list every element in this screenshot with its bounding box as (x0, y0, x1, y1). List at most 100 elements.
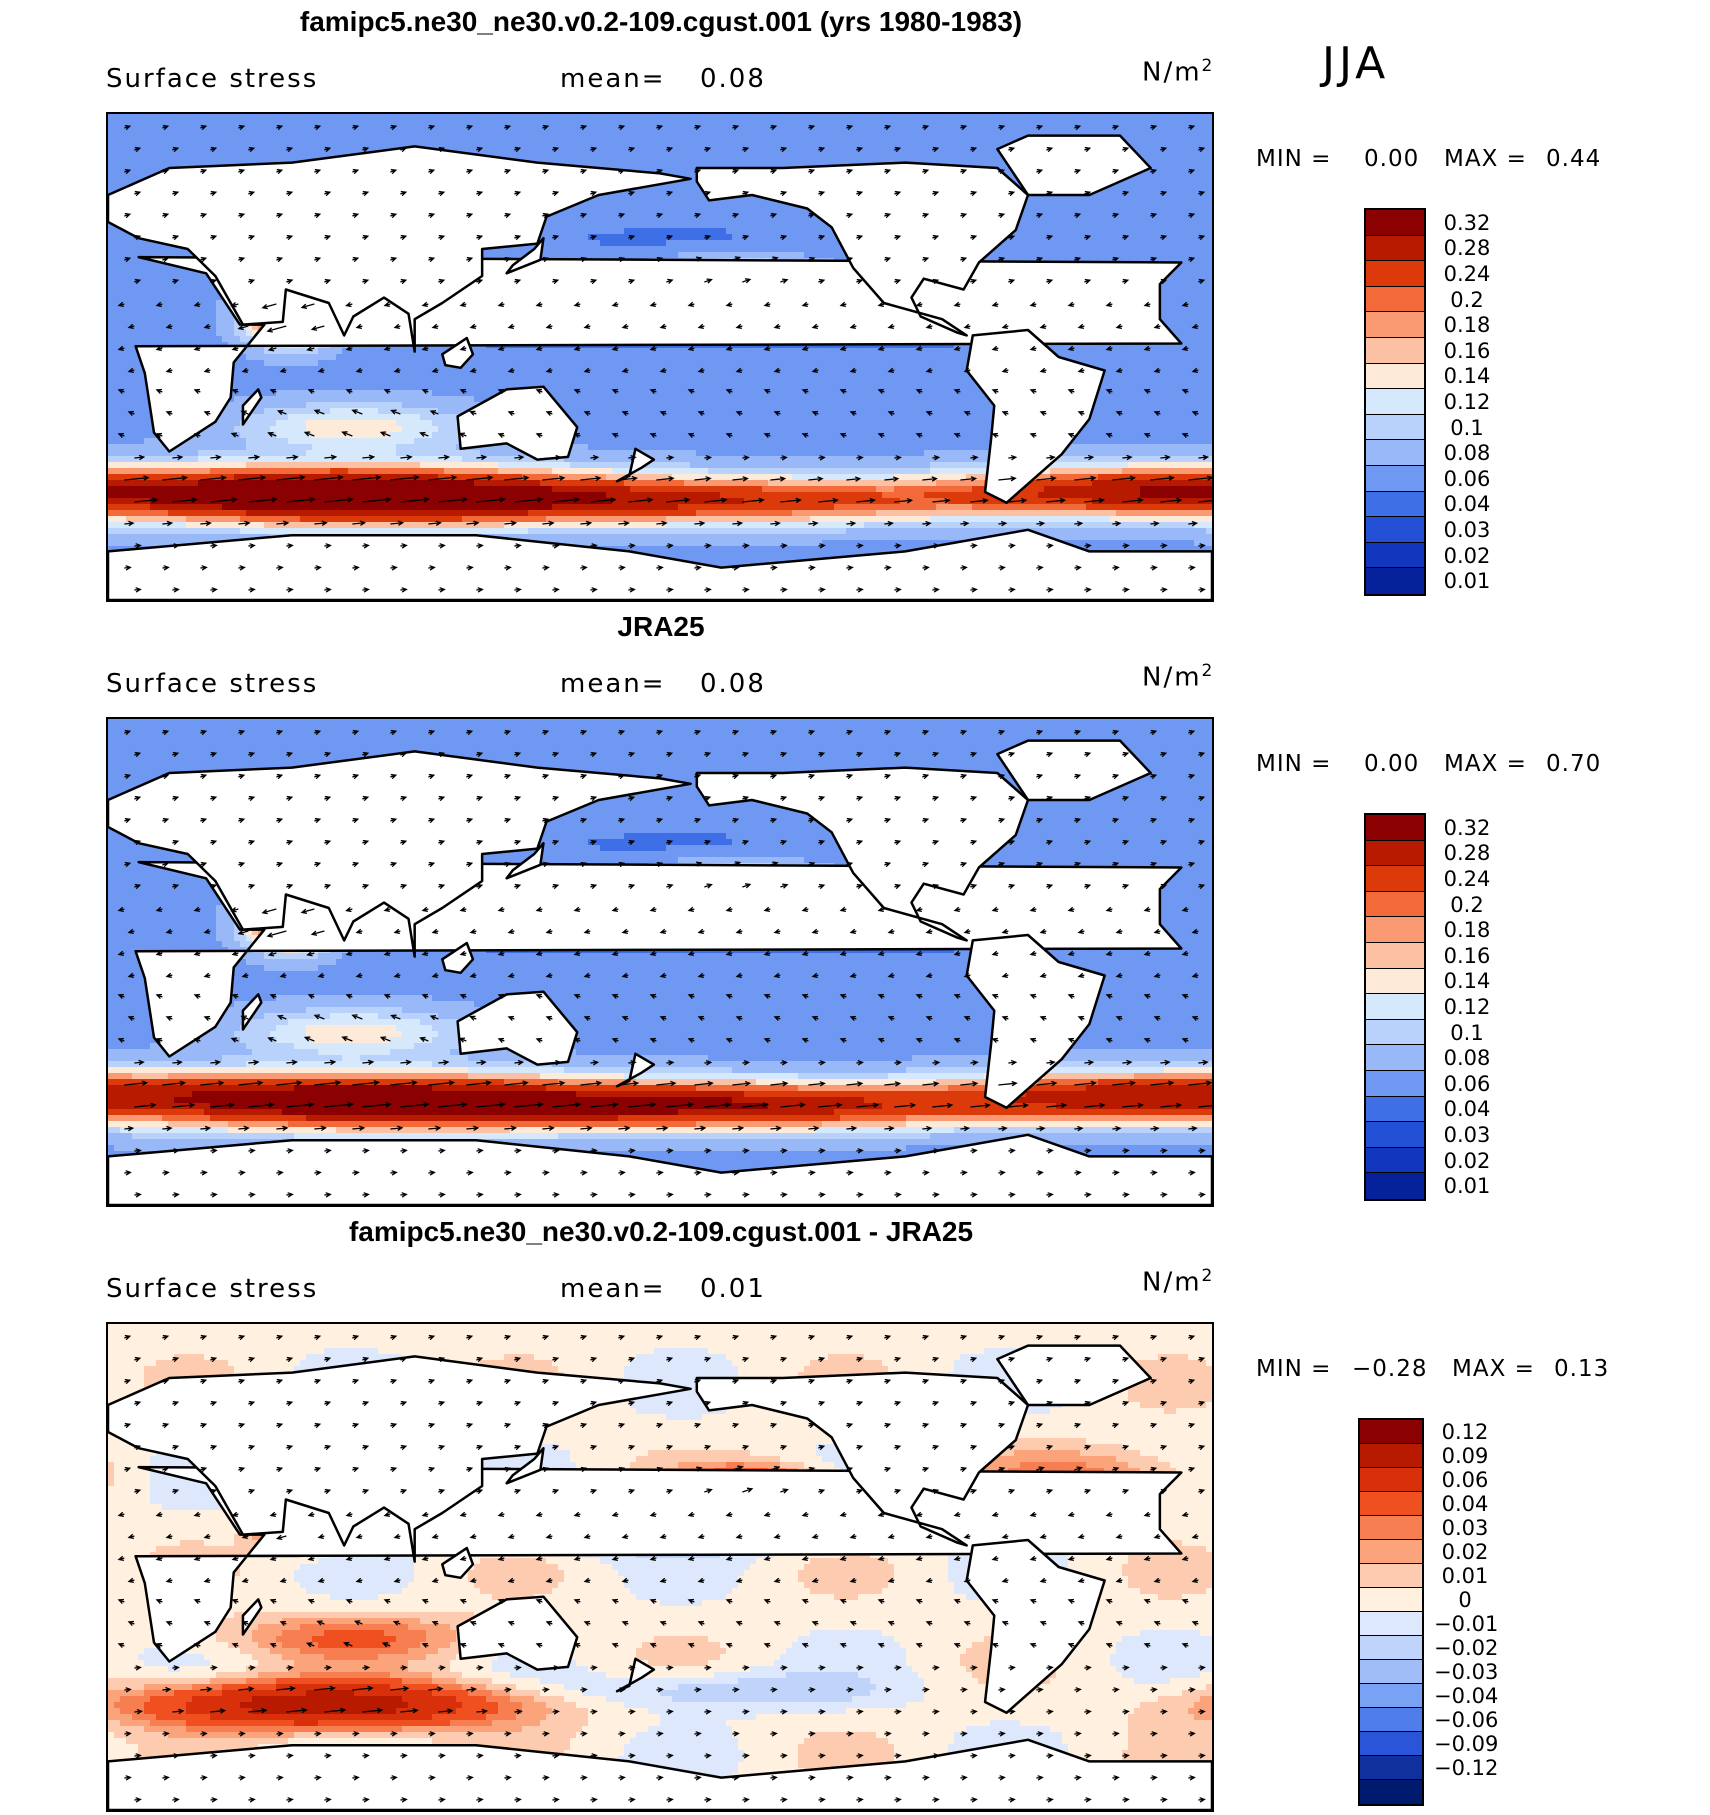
field-cell (672, 168, 679, 175)
field-cell (1068, 234, 1075, 241)
field-cell (750, 198, 757, 205)
field-cell (786, 114, 793, 121)
field-cell (636, 120, 643, 127)
field-cell (384, 138, 391, 145)
field-cell (516, 150, 523, 157)
field-cell (1182, 270, 1189, 277)
field-cell (396, 126, 403, 133)
field-cell (528, 114, 535, 121)
field-cell (672, 204, 679, 211)
field-cell (1158, 210, 1165, 217)
field-cell (120, 252, 127, 259)
field-cell (678, 234, 685, 241)
field-cell (1146, 138, 1153, 145)
field-cell (1026, 120, 1033, 127)
field-cell (768, 138, 775, 145)
field-cell (1056, 216, 1063, 223)
field-cell (408, 114, 415, 121)
field-cell (1140, 210, 1147, 217)
field-cell (732, 198, 739, 205)
field-cell (1158, 240, 1165, 247)
field-cell (864, 144, 871, 151)
field-cell (570, 120, 577, 127)
field-cell (690, 246, 697, 253)
field-cell (588, 240, 595, 247)
field-cell (1200, 114, 1207, 121)
field-cell (1164, 210, 1171, 217)
field-cell (912, 156, 919, 163)
field-cell (948, 150, 955, 157)
field-cell (312, 114, 319, 121)
field-cell (444, 120, 451, 127)
field-cell (1050, 234, 1057, 241)
field-cell (990, 114, 997, 121)
field-cell (1140, 222, 1147, 229)
field-cell (762, 252, 769, 259)
field-cell (774, 228, 781, 235)
field-cell (1158, 180, 1165, 187)
field-cell (168, 120, 175, 127)
field-cell (1056, 198, 1063, 205)
field-cell (624, 228, 631, 235)
field-cell (582, 156, 589, 163)
field-cell (1200, 162, 1207, 169)
field-cell (600, 144, 607, 151)
field-cell (330, 126, 337, 133)
field-cell (792, 114, 799, 121)
field-cell (192, 138, 199, 145)
field-cell (786, 246, 793, 253)
field-cell (1176, 204, 1183, 211)
field-cell (114, 258, 121, 265)
field-cell (816, 132, 823, 139)
field-cell (846, 138, 853, 145)
field-cell (672, 192, 679, 199)
field-cell (258, 126, 265, 133)
field-cell (972, 114, 979, 121)
field-cell (288, 144, 295, 151)
field-cell (678, 246, 685, 253)
field-cell (1068, 114, 1075, 121)
field-cell (240, 120, 247, 127)
field-cell (690, 204, 697, 211)
field-cell (522, 150, 529, 157)
field-cell (126, 114, 133, 121)
field-cell (696, 234, 703, 241)
field-cell (978, 144, 985, 151)
field-cell (1152, 174, 1159, 181)
field-cell (768, 252, 775, 259)
field-cell (1170, 132, 1177, 139)
field-cell (702, 246, 709, 253)
field-cell (618, 162, 625, 169)
field-cell (702, 216, 709, 223)
field-cell (1176, 186, 1183, 193)
field-cell (1128, 138, 1135, 145)
field-cell (594, 246, 601, 253)
field-cell (606, 126, 613, 133)
field-cell (606, 162, 613, 169)
field-cell (1182, 216, 1189, 223)
field-cell (1026, 246, 1033, 253)
field-cell (744, 210, 751, 217)
field-cell (918, 138, 925, 145)
field-cell (894, 156, 901, 163)
field-cell (600, 162, 607, 169)
field-cell (450, 126, 457, 133)
field-cell (588, 210, 595, 217)
field-cell (768, 162, 775, 169)
field-cell (696, 192, 703, 199)
field-cell (1074, 198, 1081, 205)
field-cell (1188, 150, 1195, 157)
field-cell (1188, 120, 1195, 127)
field-cell (276, 144, 283, 151)
field-cell (756, 216, 763, 223)
field-cell (228, 126, 235, 133)
field-cell (156, 144, 163, 151)
field-cell (642, 150, 649, 157)
field-cell (576, 216, 583, 223)
field-cell (162, 132, 169, 139)
field-cell (606, 132, 613, 139)
field-cell (1002, 240, 1009, 247)
field-cell (960, 132, 967, 139)
field-cell (864, 132, 871, 139)
field-cell (774, 126, 781, 133)
